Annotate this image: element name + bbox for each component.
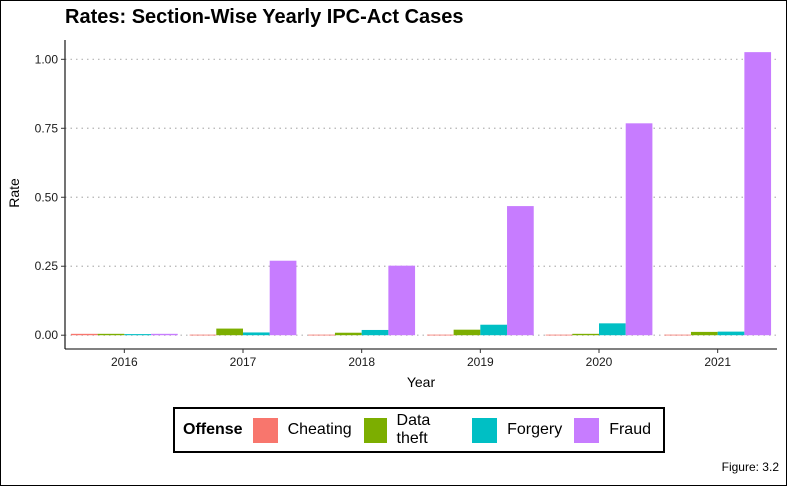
legend-key-forgery: [472, 417, 498, 443]
bar-data-theft-2020: [572, 333, 599, 336]
y-tick-label: 0.75: [35, 121, 59, 135]
bar-cheating-2019: [426, 334, 454, 336]
legend-item-cheating: Cheating: [252, 417, 352, 443]
bar-forgery-2020: [599, 323, 626, 336]
bar-forgery-2017: [243, 332, 270, 336]
bar-cheating-2020: [545, 334, 573, 336]
bar-forgery-2019: [480, 324, 508, 336]
legend-item-fraud: Fraud: [574, 417, 651, 443]
x-tick-label: 2018: [348, 355, 375, 369]
bar-data-theft-2017: [216, 328, 243, 336]
x-axis-ticks: 2016 2017 2018 2019 2020 2021: [111, 349, 731, 369]
legend: Offense Cheating Data theft Forgery Frau…: [173, 407, 665, 453]
bar-fraud-2021: [744, 52, 772, 336]
y-axis-title: Rate: [6, 178, 22, 208]
legend-item-data-theft: Data theft: [363, 412, 460, 448]
legend-key-cheating: [252, 417, 278, 443]
bar-forgery-2016: [124, 334, 152, 336]
bar-fraud-2018: [388, 265, 416, 336]
bar-cheating-2017: [189, 334, 217, 336]
y-tick-label: 1.00: [35, 52, 59, 66]
legend-label: Cheating: [287, 421, 352, 438]
y-tick-label: 0.00: [35, 328, 59, 342]
bar-fraud-2017: [269, 260, 297, 336]
figure-caption: Figure: 3.2: [721, 460, 779, 474]
chart-title: Rates: Section-Wise Yearly IPC-Act Cases: [65, 6, 464, 28]
bar-cheating-2018: [308, 334, 335, 336]
x-tick-label: 2019: [467, 355, 494, 369]
legend-title: Offense: [183, 421, 243, 438]
bar-forgery-2021: [717, 331, 745, 336]
x-tick-label: 2017: [230, 355, 257, 369]
bar-fraud-2020: [625, 123, 653, 336]
bar-data-theft-2018: [334, 332, 362, 336]
y-tick-label: 0.25: [35, 259, 59, 273]
legend-label: Forgery: [507, 421, 563, 438]
bar-cheating-2021: [664, 334, 691, 336]
legend-label: Data theft: [396, 412, 431, 447]
bar-data-theft-2021: [690, 331, 718, 336]
legend-label: Fraud: [609, 421, 651, 438]
x-tick-label: 2021: [704, 355, 731, 369]
bar-data-theft-2016: [97, 333, 125, 336]
bars: [70, 52, 772, 336]
x-tick-label: 2020: [586, 355, 613, 369]
y-tick-label: 0.50: [35, 190, 59, 204]
bar-forgery-2018: [361, 329, 389, 336]
legend-item-forgery: Forgery: [472, 417, 563, 443]
bar-cheating-2016: [70, 333, 98, 336]
axes: [64, 40, 777, 350]
legend-key-fraud: [574, 417, 600, 443]
x-tick-label: 2016: [111, 355, 138, 369]
gridlines: [65, 58, 777, 336]
bar-fraud-2019: [507, 206, 534, 336]
y-axis-ticks: 0.00 0.25 0.50 0.75 1.00: [35, 52, 65, 342]
x-axis-title: Year: [407, 374, 436, 390]
bar-fraud-2016: [151, 333, 178, 336]
bar-data-theft-2019: [453, 329, 481, 336]
legend-key-data-theft: [363, 417, 387, 443]
